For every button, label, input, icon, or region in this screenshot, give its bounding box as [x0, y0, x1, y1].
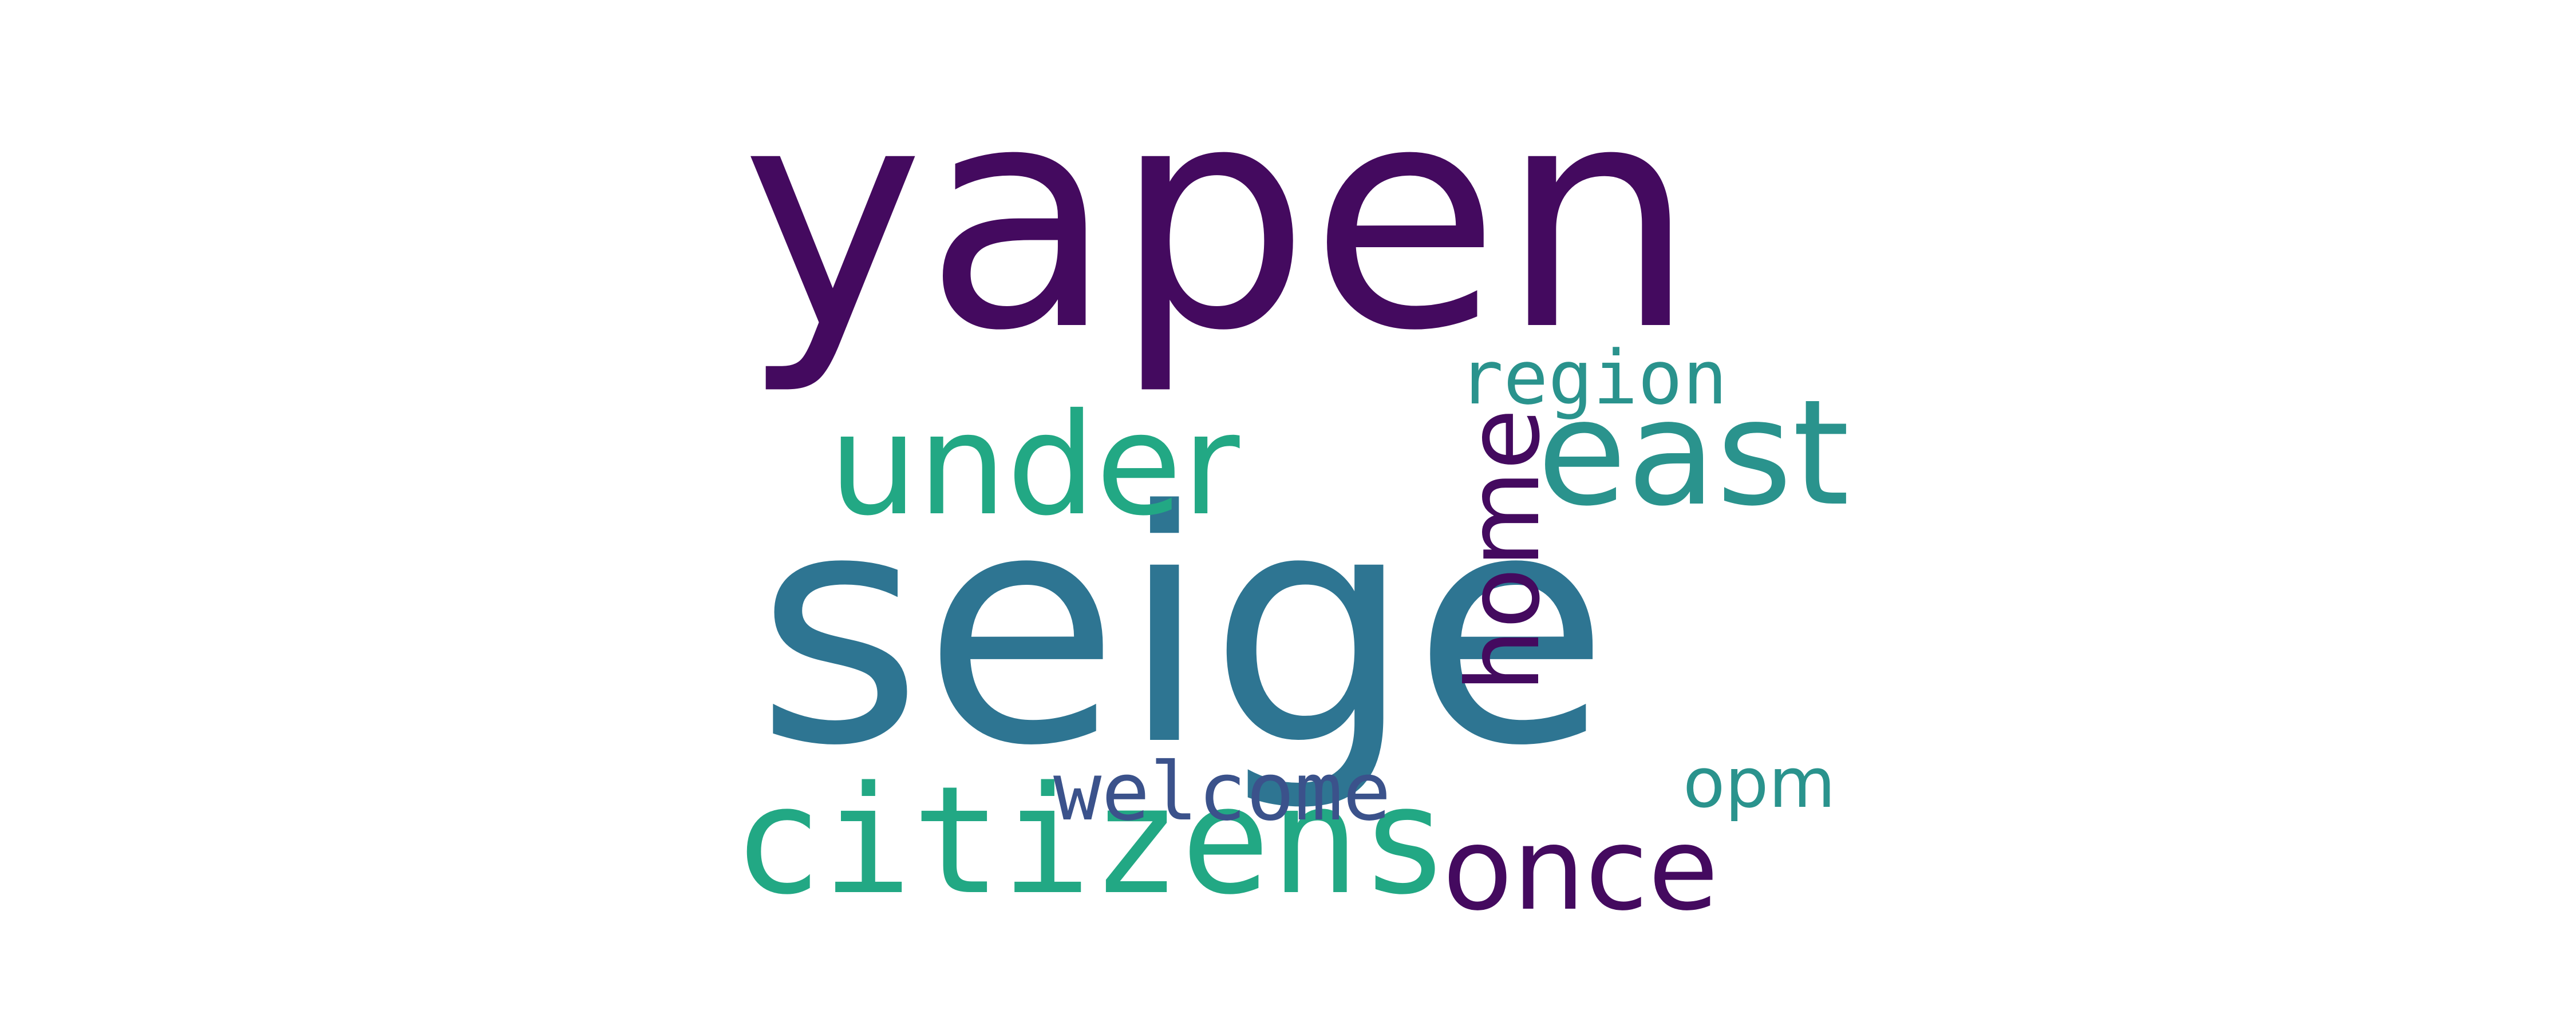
word-home: home	[1446, 408, 1562, 692]
word-yapen: yapen	[741, 39, 1696, 398]
word-welcome: welcome	[1053, 746, 1392, 839]
word-under: under	[829, 383, 1240, 546]
word-east: east	[1537, 369, 1850, 538]
word-once: once	[1443, 803, 1719, 936]
word-opm: opm	[1683, 744, 1836, 823]
word-seige: seige	[756, 443, 1610, 816]
word-region: region	[1459, 334, 1728, 421]
word-citizens: citizens	[733, 755, 1450, 928]
